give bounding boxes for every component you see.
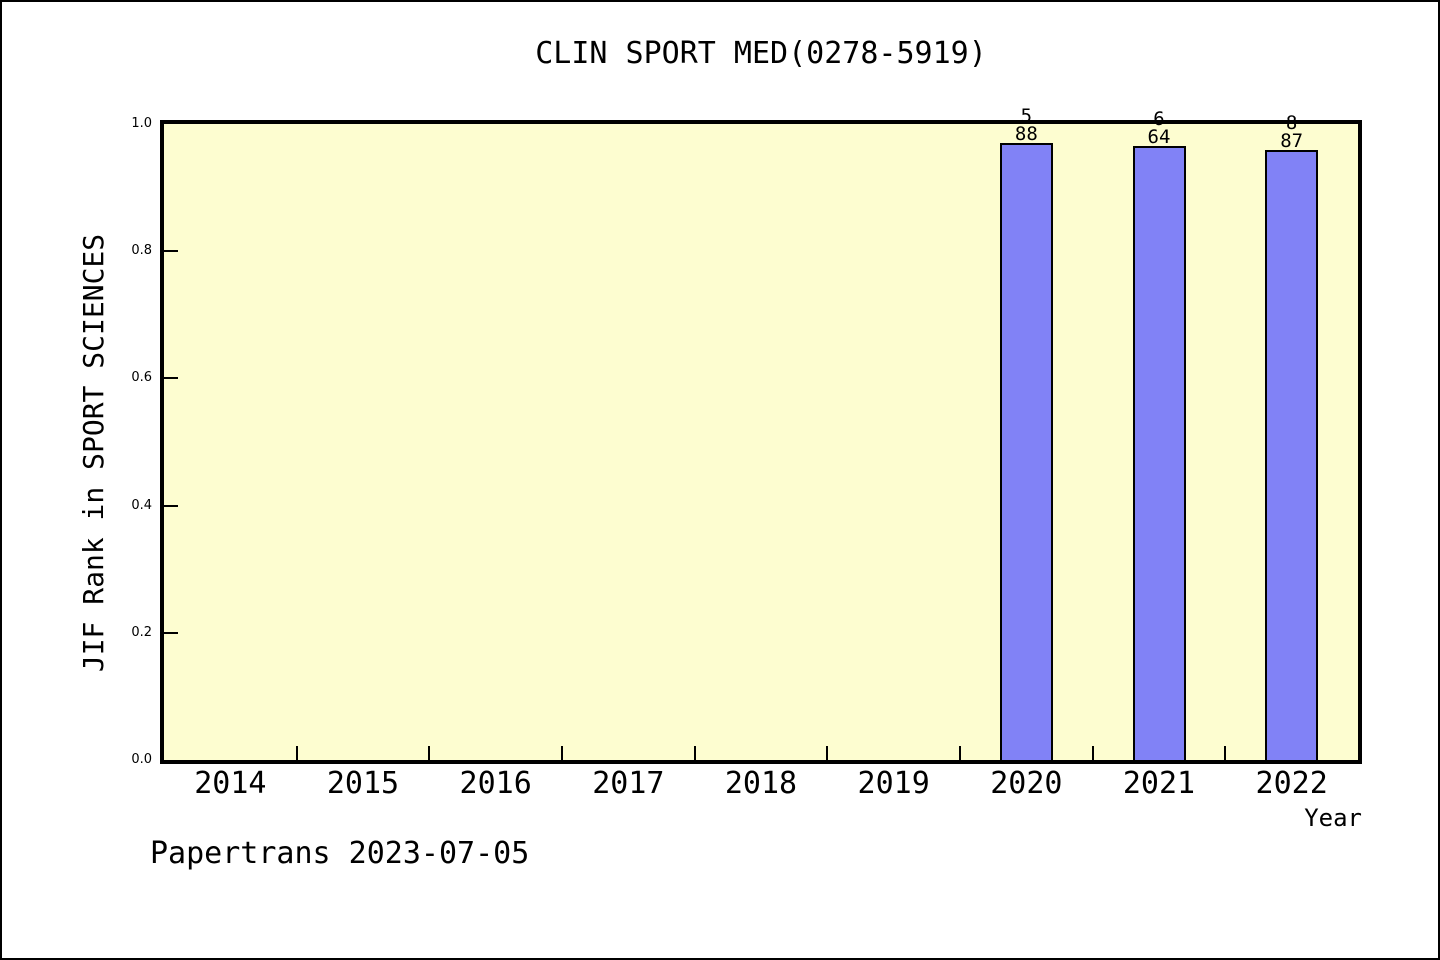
bar-label-2021: 6 64 xyxy=(1119,108,1199,148)
x-tick-boundary-6 xyxy=(959,746,961,760)
x-tick-boundary-3 xyxy=(561,746,563,760)
x-tick-boundary-5 xyxy=(826,746,829,760)
x-axis-label: Year xyxy=(1304,804,1362,832)
x-tick-label-2021: 2021 xyxy=(1122,766,1196,801)
x-tick-boundary-2 xyxy=(428,746,431,760)
plot-area: 5 88 6 64 8 87 xyxy=(160,107,1362,764)
x-tick-boundary-8 xyxy=(1224,746,1227,760)
bar-2020 xyxy=(999,143,1053,760)
bar-2022 xyxy=(1265,150,1319,760)
bar-label-total-2020: 88 xyxy=(1014,123,1038,145)
chart-title: CLIN SPORT MED(0278-5919) xyxy=(535,36,987,71)
x-tick-label-2019: 2019 xyxy=(857,766,930,801)
x-tick-label-2015: 2015 xyxy=(326,766,400,801)
bar-label-2022: 8 87 xyxy=(1252,112,1332,152)
x-tick-label-2022: 2022 xyxy=(1255,766,1328,801)
y-tick-0.6 xyxy=(164,377,178,380)
y-tick-0.8 xyxy=(164,250,178,253)
y-axis-label: JIF Rank in SPORT SCIENCES xyxy=(77,233,110,673)
y-tick-label-0.6: 0.6 xyxy=(131,370,152,386)
y-tick-label-0.4: 0.4 xyxy=(131,497,152,513)
y-tick-label-0.8: 0.8 xyxy=(131,243,152,259)
x-tick-boundary-7 xyxy=(1091,746,1094,760)
y-tick-label-0.2: 0.2 xyxy=(131,624,152,640)
bar-label-rank-2021: 6 xyxy=(1153,108,1165,130)
x-tick-label-2020: 2020 xyxy=(990,766,1063,801)
x-tick-label-2017: 2017 xyxy=(592,766,665,801)
y-tick-label-1.0: 1.0 xyxy=(131,116,152,131)
footer-note: Papertrans 2023-07-05 xyxy=(150,836,530,871)
bar-label-rank-2020: 5 xyxy=(1020,105,1033,127)
x-tick-label-2014: 2014 xyxy=(194,766,267,801)
y-tick-0.2 xyxy=(164,631,178,634)
x-tick-boundary-1 xyxy=(295,746,298,760)
bar-2021 xyxy=(1132,146,1186,760)
bar-label-total-2022: 87 xyxy=(1280,130,1304,152)
x-tick-label-2018: 2018 xyxy=(724,766,798,801)
y-tick-0.4 xyxy=(164,504,178,507)
bar-label-total-2021: 64 xyxy=(1147,126,1171,148)
x-tick-boundary-4 xyxy=(693,746,696,760)
y-tick-label-0.0: 0.0 xyxy=(131,752,152,767)
bar-label-2020: 5 88 xyxy=(986,105,1066,145)
x-tick-label-2016: 2016 xyxy=(459,766,532,801)
bar-label-rank-2022: 8 xyxy=(1285,112,1298,134)
